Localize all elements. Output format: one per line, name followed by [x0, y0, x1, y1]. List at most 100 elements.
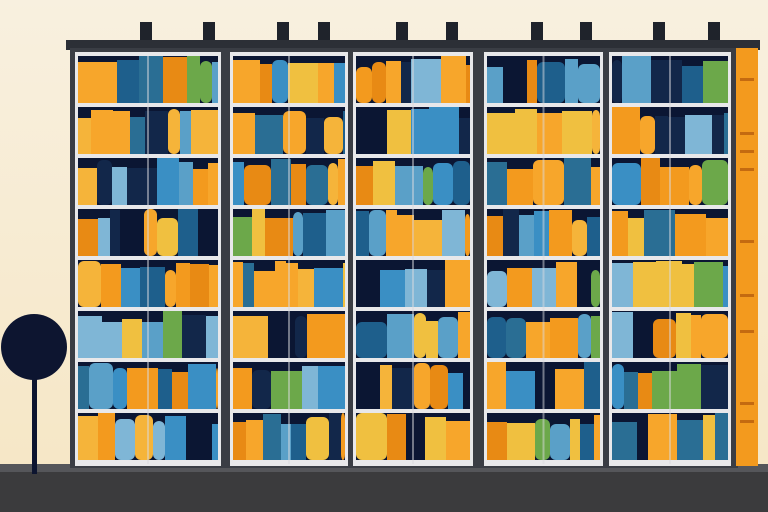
strip-line	[740, 402, 754, 405]
book-block	[555, 369, 584, 409]
book-block	[703, 61, 728, 103]
book-block	[458, 312, 470, 358]
book-block	[578, 314, 591, 358]
book-block	[465, 214, 470, 256]
book-block	[326, 210, 345, 256]
book-block	[140, 267, 165, 307]
book-block	[127, 168, 157, 205]
book-block	[702, 160, 728, 205]
book-block	[414, 313, 426, 358]
book-block	[427, 270, 445, 307]
book-block	[144, 209, 157, 256]
book-block	[343, 263, 345, 307]
strip-line	[740, 240, 754, 243]
book-block	[291, 164, 306, 205]
book-block	[91, 110, 113, 154]
book-block	[533, 160, 564, 205]
book-block	[254, 271, 275, 307]
book-block	[302, 366, 318, 409]
book-block	[612, 211, 628, 256]
book-block	[463, 372, 470, 409]
book-block	[506, 371, 535, 409]
lamp-sign	[1, 314, 67, 380]
book-block	[653, 319, 676, 358]
book-block	[172, 372, 188, 409]
book-block	[78, 168, 97, 205]
book-block	[233, 162, 244, 205]
book-block	[120, 219, 144, 256]
book-block	[526, 322, 550, 358]
book-block	[89, 363, 113, 409]
book-block	[307, 314, 325, 358]
book-block	[178, 209, 198, 256]
book-block	[293, 212, 303, 256]
book-block	[343, 111, 345, 154]
book-block	[286, 263, 298, 307]
book-block	[356, 362, 380, 409]
book-block	[380, 270, 405, 307]
book-block	[244, 165, 271, 205]
book-block	[127, 368, 158, 409]
book-block	[191, 110, 218, 154]
book-block	[212, 424, 218, 460]
book-block	[233, 113, 255, 154]
book-block	[691, 315, 701, 358]
book-block	[139, 56, 163, 103]
book-block	[209, 265, 218, 307]
book-block	[325, 314, 345, 358]
book-block	[324, 117, 343, 154]
book-block	[612, 60, 622, 103]
book-block	[180, 111, 191, 154]
book-block	[209, 210, 218, 256]
book-block	[193, 169, 208, 205]
book-block	[641, 158, 660, 205]
book-block	[694, 262, 723, 307]
book-block	[507, 169, 533, 205]
book-block	[233, 60, 260, 103]
book-block	[405, 269, 427, 307]
book-block	[487, 317, 506, 358]
chimney	[396, 22, 408, 40]
book-block	[356, 211, 369, 256]
book-block	[677, 364, 701, 409]
book-block	[356, 117, 387, 154]
book-block	[233, 217, 252, 256]
book-block	[356, 267, 380, 307]
strip-line	[740, 420, 754, 423]
book-block	[549, 210, 572, 256]
book-block	[637, 414, 648, 460]
book-block	[252, 209, 265, 256]
book-block	[441, 56, 466, 103]
book-block	[117, 60, 139, 103]
book-block	[380, 365, 392, 409]
book-block	[306, 165, 328, 205]
book-block	[723, 266, 728, 307]
window-panels	[75, 52, 731, 466]
strip-line	[740, 330, 754, 333]
book-block	[689, 165, 702, 205]
panel-mullion	[147, 56, 149, 464]
book-block	[534, 211, 549, 256]
book-block	[78, 62, 98, 103]
book-block	[487, 113, 515, 154]
book-block	[356, 166, 373, 205]
book-block	[612, 364, 624, 409]
book-block	[556, 262, 577, 307]
book-block	[445, 260, 470, 307]
book-block	[537, 62, 565, 103]
book-block	[724, 113, 728, 154]
book-block	[395, 166, 423, 205]
book-block	[112, 167, 127, 205]
book-block	[507, 268, 532, 307]
book-block	[487, 216, 503, 256]
book-block	[122, 319, 142, 358]
book-block	[168, 109, 180, 154]
book-block	[179, 162, 193, 205]
book-block	[318, 366, 345, 409]
book-block	[426, 321, 438, 358]
book-block	[487, 67, 503, 103]
book-block	[466, 65, 470, 103]
book-block	[153, 421, 165, 460]
book-block	[578, 64, 600, 103]
book-block	[246, 420, 263, 460]
